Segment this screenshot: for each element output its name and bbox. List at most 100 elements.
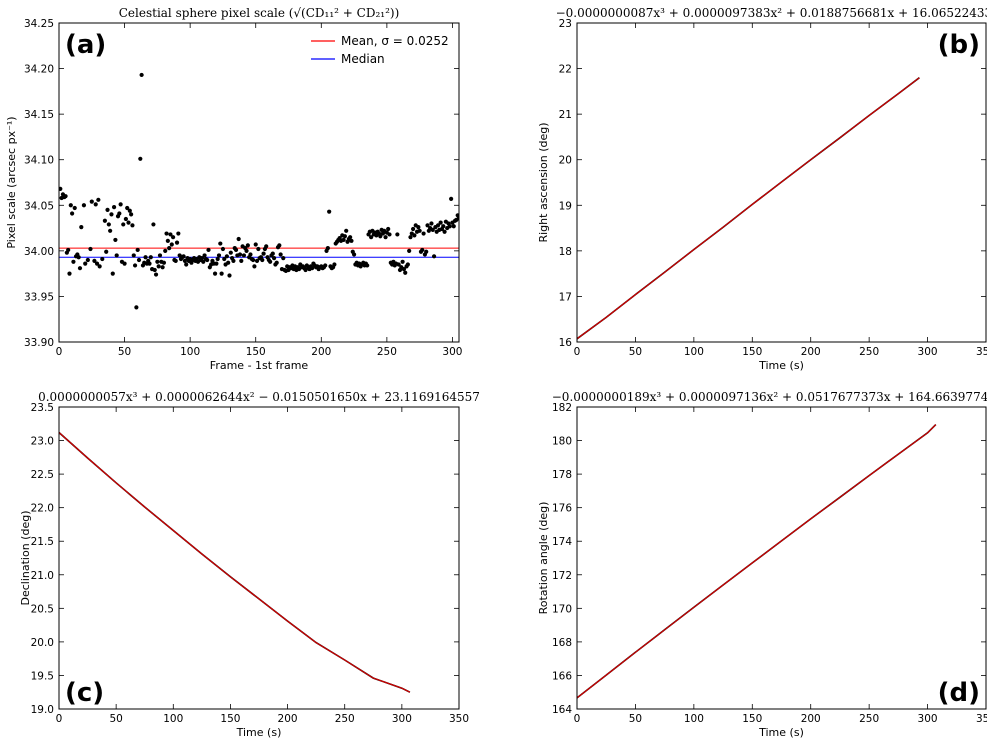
data-point [157, 253, 163, 258]
data-point [248, 252, 253, 257]
data-point [125, 205, 130, 211]
data-point [68, 203, 73, 208]
data-point [129, 212, 134, 217]
x-tick-label: 150 [742, 713, 762, 725]
data-point [118, 202, 123, 207]
y-tick-label: 34.25 [24, 18, 54, 30]
y-tick-label: 21 [559, 109, 572, 121]
data-point [122, 261, 127, 266]
x-tick-label: 200 [801, 346, 821, 358]
data-point [253, 242, 258, 247]
y-tick-label: 168 [552, 637, 572, 649]
data-point [174, 240, 180, 245]
data-point [231, 258, 236, 263]
data-point [303, 267, 308, 273]
x-tick-label: 300 [918, 713, 938, 725]
x-tick-label: 100 [163, 713, 183, 725]
x-tick-label: 0 [56, 713, 63, 725]
data-point [244, 248, 249, 253]
plot-frame [58, 22, 460, 343]
x-tick-label: 350 [976, 713, 987, 725]
data-point [81, 203, 87, 208]
data-point [431, 254, 437, 259]
data-point [134, 305, 139, 310]
data-point [102, 218, 108, 223]
data-point [132, 263, 138, 268]
data-point [155, 259, 160, 264]
data-point [369, 235, 374, 240]
data-point [261, 251, 266, 256]
x-tick-label: 50 [118, 346, 131, 358]
data-point [218, 241, 223, 246]
y-tick-label: 33.90 [24, 337, 54, 349]
data-point [250, 257, 256, 263]
panel-letter: (c) [65, 678, 104, 708]
data-point [407, 248, 412, 253]
data-point [92, 258, 97, 263]
data-point [63, 194, 68, 199]
data-point [205, 257, 210, 263]
data-point [341, 237, 346, 243]
data-point [412, 233, 417, 238]
chart-title: −0.0000000189x³ + 0.0000097136x² + 0.051… [552, 390, 987, 404]
data-point [127, 208, 132, 213]
data-point [148, 255, 153, 260]
x-tick-label: 150 [220, 713, 240, 725]
data-point [365, 263, 370, 268]
data-point [417, 228, 422, 233]
data-point [94, 261, 100, 266]
plot-area [577, 424, 937, 699]
data-point [72, 205, 77, 211]
x-tick-label: 250 [335, 713, 355, 725]
x-axis-label: Time (s) [236, 726, 282, 739]
data-point [163, 248, 168, 253]
fit-series-line [577, 77, 920, 340]
data-point [268, 259, 273, 264]
data-point [236, 236, 241, 242]
x-tick-label: 300 [392, 713, 412, 725]
y-tick-label: 34.05 [24, 200, 54, 212]
data-point [104, 249, 109, 254]
y-tick-label: 178 [552, 469, 572, 481]
data-point [136, 257, 142, 263]
data-point [100, 256, 105, 262]
plot-area [59, 431, 411, 693]
y-tick-label: 23.0 [31, 436, 54, 448]
data-point [387, 232, 392, 237]
data-point [254, 258, 260, 263]
data-point [161, 260, 167, 265]
data-point [181, 254, 186, 259]
data-point [176, 231, 181, 236]
y-tick-label: 20.0 [31, 637, 54, 649]
data-point [401, 266, 407, 272]
y-tick-label: 18 [559, 246, 572, 258]
data-point [351, 252, 357, 257]
data-point [59, 186, 63, 191]
data-point [113, 237, 118, 243]
data-point [383, 235, 388, 240]
data-point [410, 226, 416, 232]
y-axis-label: Rotation angle (deg) [537, 502, 550, 615]
y-tick-label: 17 [559, 291, 572, 303]
data-point [260, 257, 265, 263]
y-tick-label: 33.95 [24, 291, 54, 303]
data-point [97, 264, 102, 269]
data-point [108, 228, 113, 233]
y-tick-label: 19 [559, 200, 572, 212]
data-point [252, 264, 257, 269]
data-point [429, 221, 434, 226]
data-point [130, 223, 135, 228]
data-point [441, 224, 446, 229]
x-tick-label: 100 [684, 713, 704, 725]
y-axis-label: Pixel scale (arcsec px⁻¹) [5, 116, 18, 248]
data-point [420, 247, 425, 253]
data-point [214, 261, 219, 266]
data-point [160, 265, 165, 270]
data-point [212, 271, 218, 276]
y-tick-label: 180 [552, 436, 572, 448]
x-tick-label: 250 [859, 346, 879, 358]
data-point [378, 234, 383, 239]
y-tick-label: 34.00 [24, 246, 54, 258]
data-point [233, 247, 239, 253]
data-point [79, 225, 84, 230]
